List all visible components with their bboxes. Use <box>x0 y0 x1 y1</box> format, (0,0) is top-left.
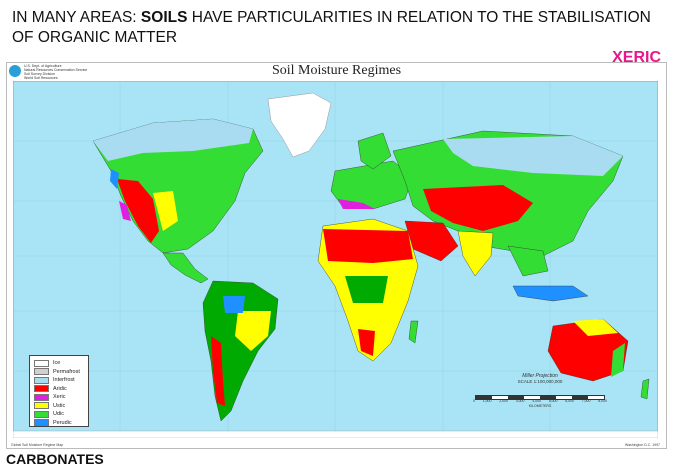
credit-right: Washington D.C. 1997 <box>624 443 660 447</box>
na-arctic <box>93 119 253 161</box>
legend-item: Perudic <box>34 419 84 428</box>
legend-item: Aridic <box>34 385 84 394</box>
new-zealand <box>640 378 650 400</box>
legend-swatch <box>34 368 49 376</box>
credit-left: Global Soil Moisture Regime Map <box>11 443 64 447</box>
sa-arid <box>211 336 225 406</box>
scale-tick: 6,000 <box>565 399 574 403</box>
asia-permafrost <box>443 136 623 176</box>
indonesia <box>512 285 589 302</box>
australia-udic <box>611 343 625 377</box>
se-asia <box>507 245 549 277</box>
central-america <box>162 252 209 284</box>
xeric-tag: XERIC <box>612 49 661 66</box>
scale-tick: 8,000 <box>598 399 607 403</box>
legend-label: Interfrost <box>53 377 75 384</box>
legend-item: Ustic <box>34 402 84 411</box>
legend-label: Xeric <box>53 394 66 401</box>
legend-label: Perudic <box>53 419 72 426</box>
agency-header: U.S. Dept. of Agriculture Natural Resour… <box>9 63 129 83</box>
africa-arid-south <box>358 329 375 356</box>
legend-swatch <box>34 410 49 418</box>
antarctica <box>13 430 658 438</box>
scale-bar <box>475 395 605 400</box>
legend-item: Udic <box>34 410 84 419</box>
legend-label: Aridic <box>53 385 67 392</box>
title-suffix: HAVE PARTICULARITIES IN RELATION TO THE … <box>12 9 651 46</box>
legend-item: Interfrost <box>34 376 84 385</box>
australia <box>547 318 629 382</box>
legend-swatch <box>34 385 49 393</box>
scale-tick: 2,000 <box>499 399 508 403</box>
legend-label: Udic <box>53 411 65 418</box>
slide-title: IN MANY AREAS: SOILS HAVE PARTICULARITIE… <box>12 8 672 48</box>
scale-units: KILOMETERS <box>528 404 552 408</box>
na-ustic <box>153 191 178 231</box>
map-legend: Ice Permafrost Interfrost Aridic Xeric U… <box>29 355 89 427</box>
legend-swatch <box>34 359 49 367</box>
madagascar <box>408 320 419 344</box>
projection-label: Miller Projection <box>522 373 558 379</box>
legend-item: Permafrost <box>34 368 84 377</box>
sa-perudic <box>223 296 245 313</box>
scale-tick: 1,000 <box>482 399 492 403</box>
scale-box: Miller Projection SCALE 1:100,000,000 0 … <box>465 373 615 413</box>
soil-moisture-map: U.S. Dept. of Agriculture Natural Resour… <box>6 62 667 449</box>
australia-ustic <box>573 319 618 336</box>
legend-swatch <box>34 402 49 410</box>
na-xeric <box>119 201 131 221</box>
na-perudic <box>110 169 119 189</box>
india <box>457 230 494 277</box>
legend-item: Ice <box>34 359 84 368</box>
africa-udic <box>345 276 388 303</box>
world-map <box>13 81 658 438</box>
agency-line: Soil Survey Division <box>24 72 55 76</box>
legend-label: Ustic <box>53 402 66 409</box>
sa-ustic <box>235 311 271 351</box>
map-title: Soil Moisture Regimes <box>271 63 402 78</box>
scale-tick: 7,000 <box>581 399 591 403</box>
title-prefix: IN MANY AREAS: <box>12 9 141 26</box>
scale-tick: 0 <box>473 399 475 403</box>
sahara <box>323 229 413 263</box>
scale-ticks: 0 1,000 2,000 3,000 4,000 5,000 6,000 7,… <box>473 399 607 403</box>
legend-label: Permafrost <box>53 368 80 375</box>
agency-line: World Soil Resources <box>24 76 58 80</box>
europe <box>330 160 414 210</box>
agency-lines: U.S. Dept. of Agriculture Natural Resour… <box>24 64 87 80</box>
agency-line: U.S. Dept. of Agriculture <box>24 64 62 68</box>
scandinavia <box>357 132 392 170</box>
scale-tick: 4,000 <box>532 399 541 403</box>
na-arid-west <box>117 179 159 243</box>
legend-swatch <box>34 393 49 401</box>
scale-label: SCALE 1:100,000,000 <box>517 379 563 384</box>
title-bold: SOILS <box>140 9 188 26</box>
carbonates-label: CARBONATES <box>6 451 104 467</box>
scale-tick: 5,000 <box>548 399 558 403</box>
usda-logo-icon <box>9 65 21 77</box>
europe-xeric <box>338 199 375 209</box>
asia-arid <box>423 185 533 231</box>
legend-label: Ice <box>53 360 61 367</box>
legend-swatch <box>34 376 49 384</box>
scale-tick: 3,000 <box>515 399 525 403</box>
legend-swatch <box>34 419 49 427</box>
agency-line: Natural Resources Conservation Service <box>24 68 88 72</box>
greenland <box>267 92 332 158</box>
legend-item: Xeric <box>34 393 84 402</box>
